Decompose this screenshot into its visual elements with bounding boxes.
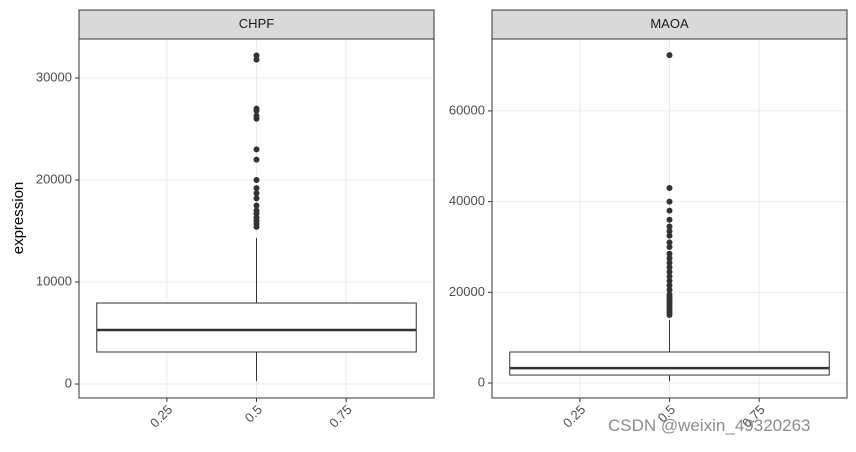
outlier (253, 112, 260, 119)
outlier (253, 146, 260, 153)
outlier (253, 190, 260, 197)
outlier (253, 185, 260, 192)
outlier (666, 243, 673, 250)
outlier (666, 259, 673, 266)
outlier (253, 207, 260, 214)
y-tick-label: 20000 (449, 284, 485, 299)
outlier (666, 250, 673, 257)
outlier (666, 223, 673, 230)
outlier (666, 273, 673, 280)
x-tick-label: 0.25 (560, 402, 589, 431)
outlier (253, 202, 260, 209)
watermark: CSDN @weixin_49320263 (608, 416, 811, 435)
y-tick-label: 0 (478, 374, 485, 389)
y-tick-label: 40000 (449, 193, 485, 208)
box (509, 351, 830, 376)
outlier (666, 228, 673, 235)
outlier (666, 52, 673, 59)
x-tick-label: 0.25 (147, 402, 176, 431)
outlier (253, 176, 260, 183)
outlier (253, 195, 260, 202)
outlier (666, 198, 673, 205)
outlier (666, 239, 673, 246)
strip (491, 9, 848, 40)
strip-label: MAOA (650, 16, 689, 31)
outlier (666, 291, 673, 298)
outlier (666, 282, 673, 289)
y-tick-label: 60000 (449, 102, 485, 117)
outlier (666, 207, 673, 214)
panel-border (491, 38, 848, 399)
outlier (666, 216, 673, 223)
y-tick-label: 20000 (36, 171, 72, 186)
outlier (666, 264, 673, 271)
outlier (666, 255, 673, 262)
y-axis-label: expression (10, 182, 27, 255)
x-tick-label: 0.5 (242, 402, 265, 425)
outlier (666, 232, 673, 239)
panel-border (78, 38, 435, 399)
outlier (253, 156, 260, 163)
outlier (666, 277, 673, 284)
outlier (253, 105, 260, 112)
outlier (666, 268, 673, 275)
y-tick-label: 30000 (36, 69, 72, 84)
y-tick-label: 0 (65, 375, 72, 390)
outlier (253, 52, 260, 59)
strip (78, 9, 435, 40)
outlier (666, 287, 673, 294)
box (96, 302, 417, 353)
x-tick-label: 0.75 (326, 402, 355, 431)
strip-label: CHPF (239, 16, 274, 31)
y-tick-label: 10000 (36, 273, 72, 288)
outlier (666, 184, 673, 191)
